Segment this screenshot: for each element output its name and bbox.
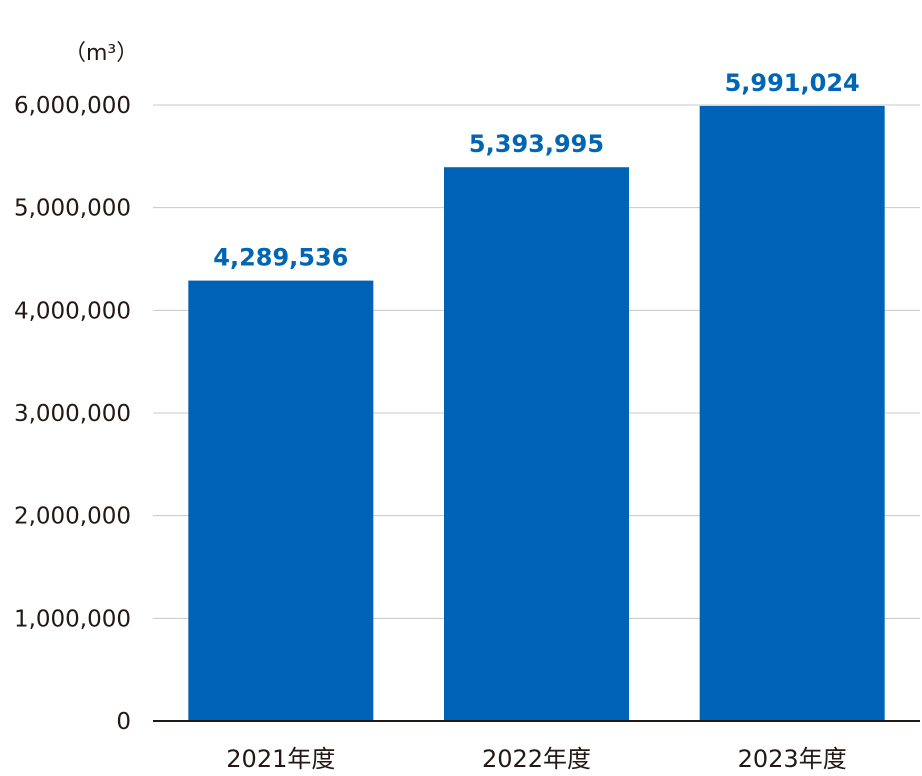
y-tick-label: 4,000,000 [14,298,131,324]
x-category-label: 2021年度 [226,745,335,773]
y-tick-labels: 0 1,000,000 2,000,000 3,000,000 4,000,000 5,0… [14,93,131,735]
y-tick-label: 0 [116,709,131,735]
bar [444,167,629,722]
unit-label: （m³） [64,41,138,66]
bar-value-label: 5,991,024 [725,69,860,97]
bar [188,280,374,721]
y-tick-label: 2,000,000 [14,504,131,530]
x-category-label: 2023年度 [738,745,847,773]
y-tick-label: 1,000,000 [14,606,131,632]
bars [188,105,885,722]
y-tick-label: 5,000,000 [14,196,131,222]
bar-value-label: 4,289,536 [213,244,348,272]
x-category-label: 2022年度 [482,745,591,773]
y-tick-label: 3,000,000 [14,401,131,427]
bar [699,105,885,722]
x-category-labels: 2021年度 2022年度 2023年度 [226,745,846,773]
bar-value-label: 5,393,995 [469,130,604,158]
y-tick-label: 6,000,000 [14,93,131,119]
value-labels: 4,289,536 5,393,995 5,991,024 [213,69,859,272]
